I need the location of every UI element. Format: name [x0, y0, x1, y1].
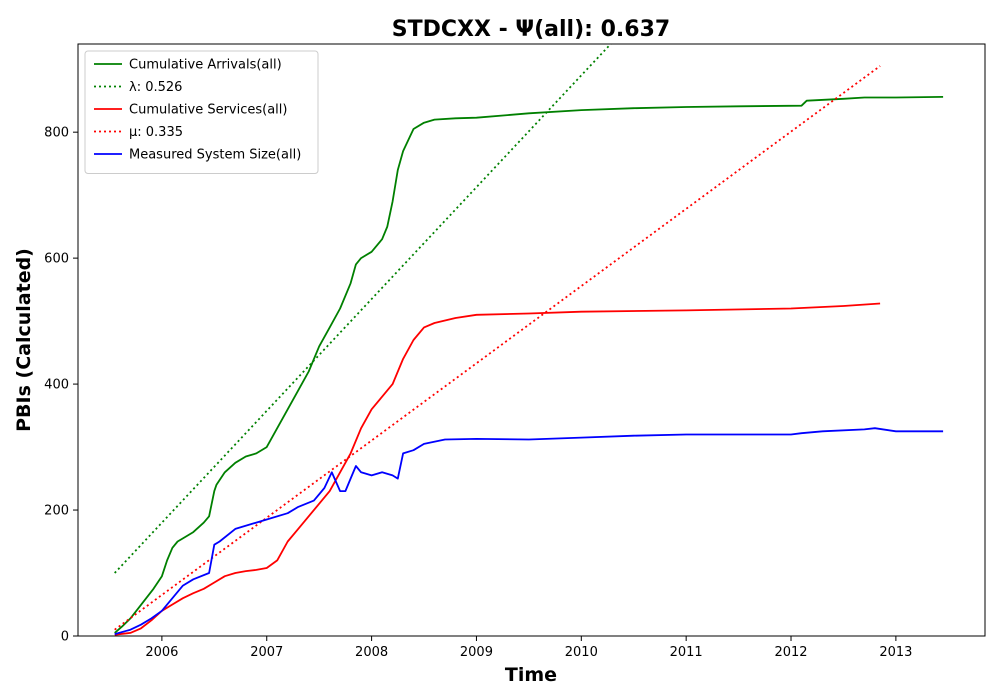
- y-tick-label: 200: [44, 504, 69, 519]
- x-tick-label: 2009: [460, 645, 493, 660]
- y-tick-label: 600: [44, 252, 69, 267]
- y-tick-label: 0: [61, 630, 69, 645]
- plot-area: 2006 2007 2008 2009 2010 2011 2012 2013 0 200 400 6…: [44, 43, 986, 660]
- legend-label: μ: 0.335: [129, 125, 183, 140]
- series-line-2: [114, 302, 881, 636]
- series-line-1: [114, 44, 612, 574]
- y-axis-label: PBIs (Calculated): [13, 248, 35, 432]
- series-group: [114, 44, 944, 636]
- x-axis-label: Time: [505, 664, 557, 686]
- series-line-0: [114, 96, 944, 634]
- x-tick-label: 2010: [565, 645, 598, 660]
- chart-title: STDCXX - Ψ(all): 0.637: [392, 17, 670, 42]
- legend-box: [84, 50, 319, 174]
- x-tick-label: 2006: [145, 645, 178, 660]
- legend-label: λ: 0.526: [129, 80, 182, 95]
- series-line-3: [114, 65, 881, 631]
- plot-frame: [77, 43, 986, 637]
- legend-label: Cumulative Services(all): [129, 103, 287, 118]
- y-tick-label: 800: [44, 126, 69, 141]
- legend-label: Measured System Size(all): [129, 148, 301, 163]
- series-line-4: [114, 427, 944, 635]
- x-tick-label: 2007: [250, 645, 283, 660]
- x-tick-label: 2013: [879, 645, 912, 660]
- x-tick-label: 2011: [670, 645, 703, 660]
- x-tick-label: 2008: [355, 645, 388, 660]
- y-tick-label: 400: [44, 378, 69, 393]
- legend-label: Cumulative Arrivals(all): [129, 58, 282, 73]
- x-tick-label: 2012: [774, 645, 807, 660]
- legend: Cumulative Arrivals(all) λ: 0.526 Cumulati…: [84, 50, 319, 174]
